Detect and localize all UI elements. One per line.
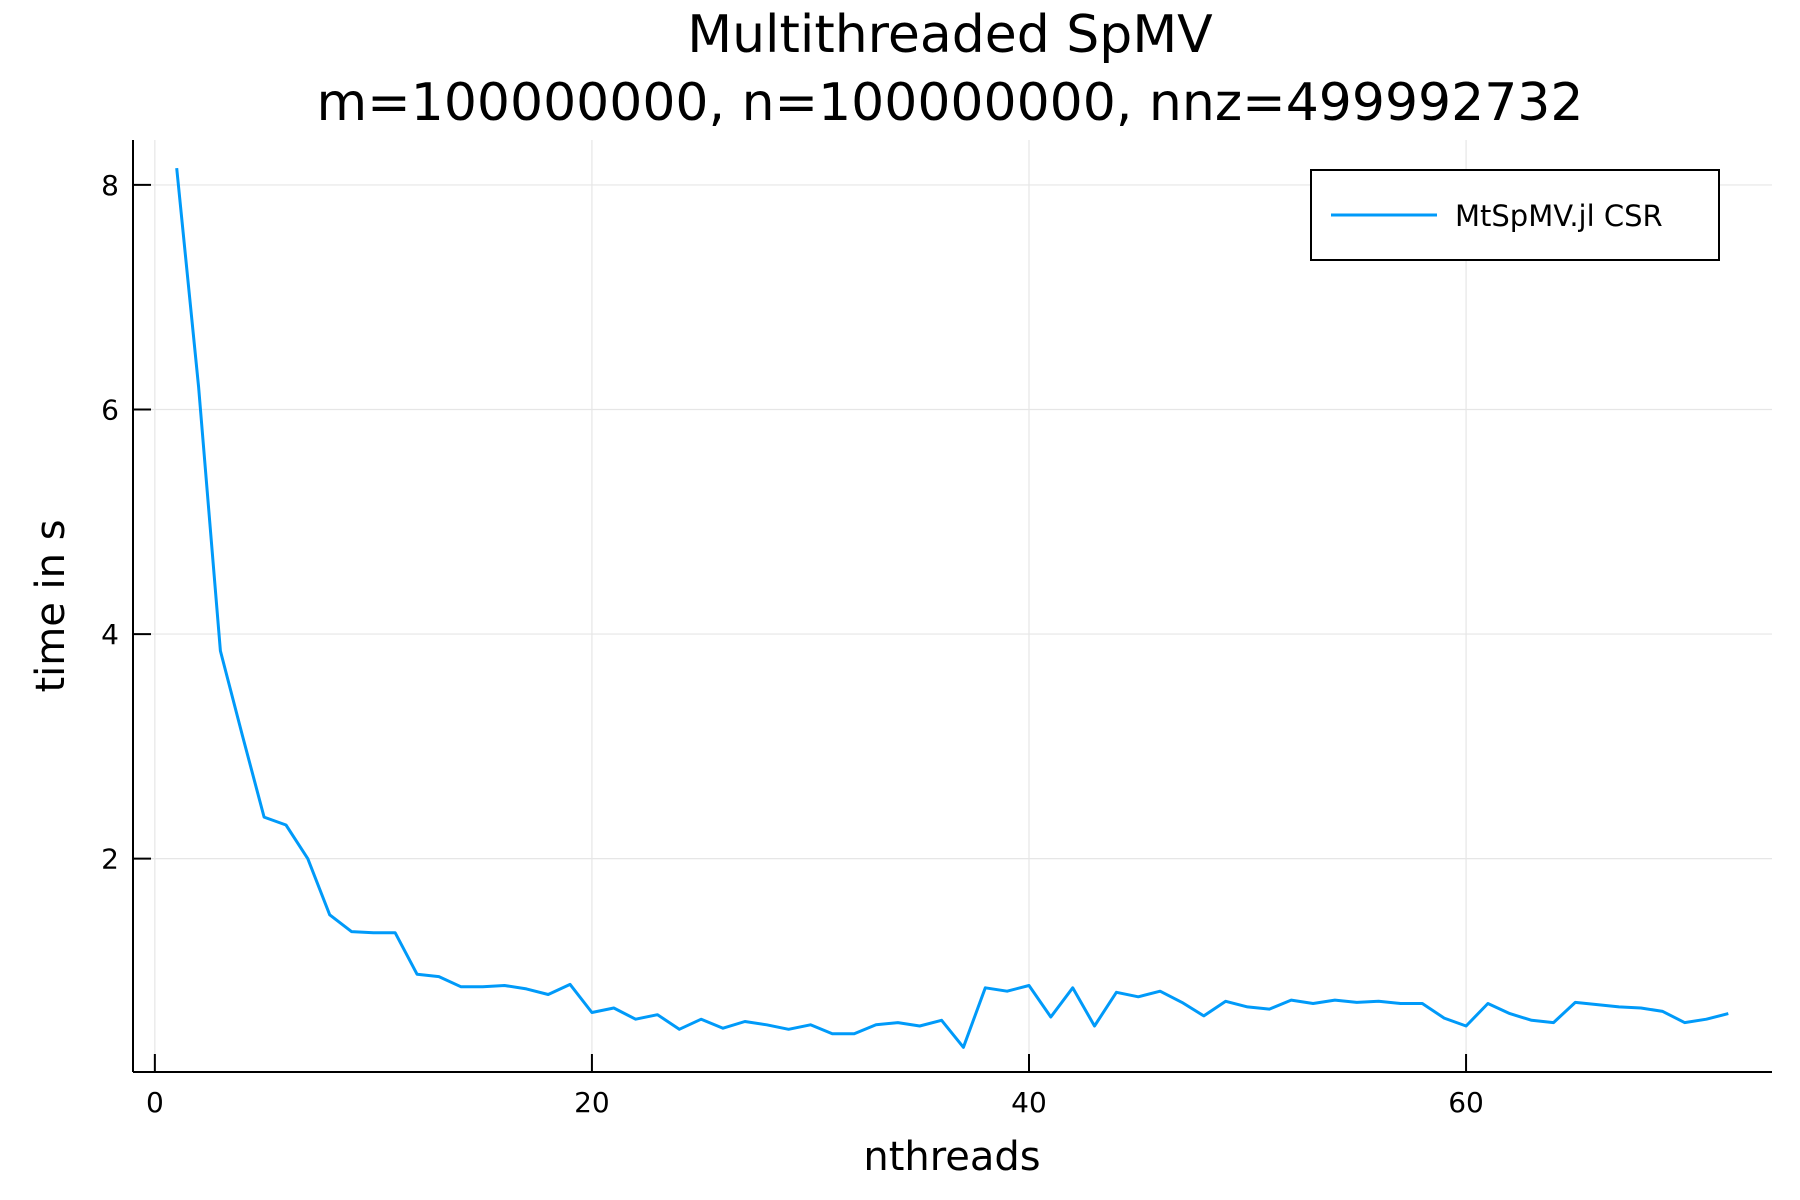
- x-tick-label: 40: [1011, 1086, 1047, 1119]
- y-tick-label: 8: [101, 169, 119, 202]
- legend-label: MtSpMV.jl CSR: [1455, 199, 1663, 233]
- series-line: [175, 167, 1729, 1049]
- grid-lines: [133, 140, 1772, 1072]
- chart-subtitle: m=100000000, n=100000000, nnz=499992732: [317, 73, 1584, 133]
- axis-ticks: 0 20 40 60 2 4 6 8: [101, 169, 1484, 1119]
- chart-title: Multithreaded SpMV: [687, 5, 1213, 65]
- x-axis-label: nthreads: [863, 1134, 1040, 1180]
- y-axis-label: time in s: [28, 519, 74, 692]
- y-tick-label: 2: [101, 843, 119, 876]
- x-tick-label: 20: [574, 1086, 610, 1119]
- legend: MtSpMV.jl CSR: [1310, 169, 1720, 261]
- series-layer: [175, 167, 1729, 1049]
- x-tick-label: 60: [1448, 1086, 1484, 1119]
- y-tick-label: 4: [101, 618, 119, 651]
- y-tick-label: 6: [101, 393, 119, 426]
- legend-box: [1310, 169, 1720, 261]
- x-tick-label: 0: [146, 1086, 164, 1119]
